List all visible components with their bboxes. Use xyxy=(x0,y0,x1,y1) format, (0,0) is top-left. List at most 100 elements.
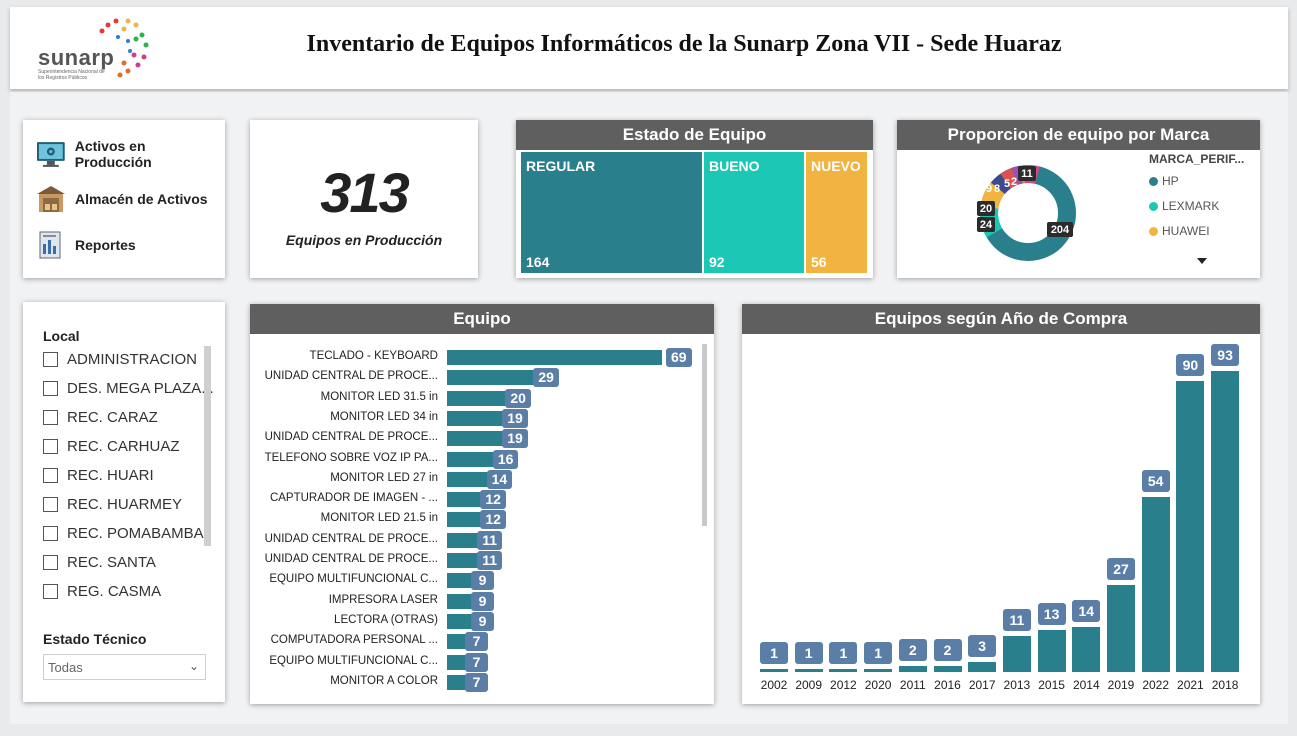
local-option[interactable]: REC. CARHUAZ xyxy=(43,438,180,455)
column-value-label: 93 xyxy=(1211,344,1240,366)
column-bar[interactable] xyxy=(1107,584,1135,672)
local-option[interactable]: REC. SANTA xyxy=(43,554,156,571)
column-bar[interactable] xyxy=(1037,629,1066,672)
x-tick-label: 2018 xyxy=(1211,678,1239,692)
dropdown-value: Todas xyxy=(48,660,83,675)
donut-label: 20 xyxy=(980,203,992,215)
equipo-title: Equipo xyxy=(250,304,714,334)
checkbox[interactable] xyxy=(43,468,58,483)
treemap-cell-bueno[interactable]: BUENO 92 xyxy=(704,152,804,273)
nav-reportes[interactable]: Reportes xyxy=(35,230,136,260)
column-bar[interactable] xyxy=(1072,626,1101,672)
local-option[interactable]: REC. CARAZ xyxy=(43,409,158,426)
bar-row[interactable]: MONITOR LED 31.5 in 20 xyxy=(250,388,700,408)
local-option[interactable]: REC. HUARMEY xyxy=(43,496,182,513)
bar-label: IMPRESORA LASER xyxy=(328,593,438,606)
checkbox[interactable] xyxy=(43,352,58,367)
checkbox[interactable] xyxy=(43,526,58,541)
checkbox[interactable] xyxy=(43,381,58,396)
column-bar[interactable] xyxy=(968,662,997,672)
bar-row[interactable]: COMPUTADORA PERSONAL ... 7 xyxy=(250,632,700,652)
bar-row[interactable]: UNIDAD CENTRAL DE PROCE... 11 xyxy=(250,551,700,570)
column-value-label: 3 xyxy=(968,635,997,658)
x-tick-label: 2011 xyxy=(899,678,926,692)
column-bar[interactable] xyxy=(1211,371,1240,672)
treemap-cell-nuevo[interactable]: NUEVO 56 xyxy=(806,152,867,273)
bar-row[interactable]: UNIDAD CENTRAL DE PROCE... 29 xyxy=(250,368,700,388)
column-value-label: 90 xyxy=(1176,353,1205,376)
bar-row[interactable]: EQUIPO MULTIFUNCIONAL C... 7 xyxy=(250,652,700,672)
bar-value-label: 29 xyxy=(533,368,559,388)
filter-card: Local ADMINISTRACION DES. MEGA PLAZA... RE… xyxy=(23,302,225,702)
bar-value-label: 12 xyxy=(480,490,506,510)
column-bar[interactable] xyxy=(933,665,962,672)
column-bar[interactable] xyxy=(1002,636,1031,672)
bar xyxy=(447,654,469,670)
donut-chart[interactable]: 204 24 20 9 8 5 2 11 xyxy=(973,158,1083,268)
checkbox[interactable] xyxy=(43,439,58,454)
local-option[interactable]: REC. HUARI xyxy=(43,467,154,484)
local-option[interactable]: DES. MEGA PLAZA... xyxy=(43,380,214,397)
bar-value-label: 11 xyxy=(477,530,503,550)
bar-label: MONITOR LED 27 in xyxy=(330,471,438,484)
bar xyxy=(447,471,491,487)
bar-row[interactable]: CAPTURADOR DE IMAGEN - ... 12 xyxy=(250,490,700,510)
column-bar[interactable] xyxy=(1141,497,1170,672)
column-value-label: 1 xyxy=(760,641,788,664)
bar-row[interactable]: MONITOR LED 34 in 19 xyxy=(250,408,700,428)
nav-activos-produccion[interactable]: Activos en Producción xyxy=(35,138,225,170)
local-option[interactable]: REC. POMABAMBA xyxy=(43,525,204,542)
checkbox[interactable] xyxy=(43,497,58,512)
column-bar[interactable] xyxy=(829,668,858,672)
local-option-label: REC. CARAZ xyxy=(67,409,158,426)
bar-row[interactable]: TECLADO - KEYBOARD 69 xyxy=(250,348,700,367)
legend-item-hp[interactable]: HP xyxy=(1149,174,1179,188)
local-option[interactable]: ADMINISTRACION xyxy=(43,351,197,368)
equipo-bar-chart: TECLADO - KEYBOARD 69 UNIDAD CENTRAL DE PR… xyxy=(250,348,700,698)
column-bar[interactable] xyxy=(760,668,788,672)
kpi-card: 313 Equipos en Producción xyxy=(250,120,478,278)
report-icon xyxy=(39,231,61,259)
bar-row[interactable]: IMPRESORA LASER 9 xyxy=(250,591,700,611)
local-option-label: REC. CARHUAZ xyxy=(67,438,180,455)
checkbox[interactable] xyxy=(43,584,58,599)
bar-row[interactable]: MONITOR LED 27 in 14 xyxy=(250,469,700,489)
checkbox[interactable] xyxy=(43,410,58,425)
legend-item-lexmark[interactable]: LEXMARK xyxy=(1149,199,1219,213)
local-option-label: REC. SANTA xyxy=(67,554,156,571)
local-filter-title: Local xyxy=(43,328,80,344)
donut-label: 11 xyxy=(1021,168,1033,180)
donut-label: 9 xyxy=(986,183,992,195)
bar-row[interactable]: UNIDAD CENTRAL DE PROCE... 11 xyxy=(250,530,700,550)
legend-item-huawei[interactable]: HUAWEI xyxy=(1149,224,1210,238)
equipo-scrollbar[interactable] xyxy=(702,344,707,526)
bar xyxy=(447,410,507,426)
bar xyxy=(447,492,485,508)
bar-row[interactable]: EQUIPO MULTIFUNCIONAL C... 9 xyxy=(250,571,700,591)
checkbox[interactable] xyxy=(43,555,58,570)
marca-card: Proporcion de equipo por Marca 204 24 20… xyxy=(897,120,1260,278)
kpi-value: 313 xyxy=(320,161,409,224)
column-bar[interactable] xyxy=(898,665,927,672)
bar xyxy=(447,532,482,548)
bar-row[interactable]: MONITOR LED 21.5 in 12 xyxy=(250,510,700,530)
local-option[interactable]: REG. CASMA xyxy=(43,583,161,600)
estado-tecnico-dropdown[interactable]: Todas ⌄ xyxy=(43,654,206,680)
column-bar[interactable] xyxy=(1176,380,1205,672)
nav-almacen-activos[interactable]: Almacén de Activos xyxy=(35,184,208,214)
column-bar[interactable] xyxy=(864,668,893,672)
treemap-cell-regular[interactable]: REGULAR 164 xyxy=(521,152,702,273)
anio-compra-card: Equipos según Año de Compra 1 2002 1 2009 1 2… xyxy=(742,304,1260,704)
bar-row[interactable]: LECTORA (OTRAS) 9 xyxy=(250,611,700,631)
bar-label: TELEFONO SOBRE VOZ IP PA... xyxy=(264,451,438,464)
bar-value-label: 7 xyxy=(465,652,488,672)
bar-label: UNIDAD CENTRAL DE PROCE... xyxy=(264,553,438,565)
local-list-scrollbar[interactable] xyxy=(204,346,211,546)
caret-down-icon[interactable] xyxy=(1197,258,1207,264)
column-bar[interactable] xyxy=(794,668,823,672)
bar-row[interactable]: MONITOR A COLOR 7 xyxy=(250,672,700,692)
bar-value-label: 19 xyxy=(502,408,528,428)
bar-row[interactable]: TELEFONO SOBRE VOZ IP PA... 16 xyxy=(250,449,700,469)
bar-row[interactable]: UNIDAD CENTRAL DE PROCE... 19 xyxy=(250,429,700,449)
bar-label: COMPUTADORA PERSONAL ... xyxy=(270,634,438,647)
